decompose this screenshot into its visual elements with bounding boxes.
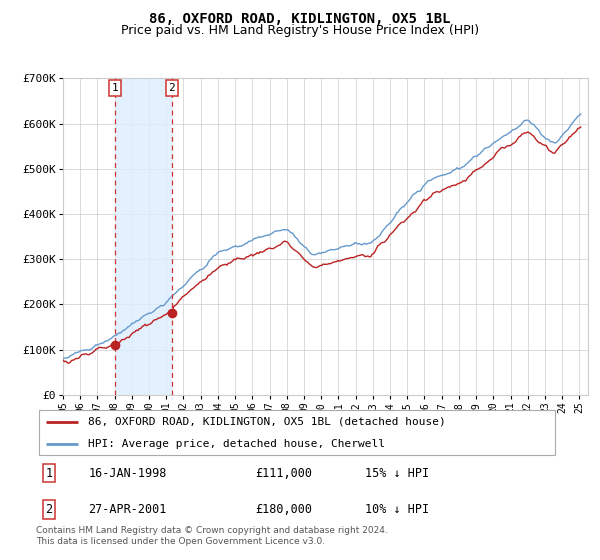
Text: 86, OXFORD ROAD, KIDLINGTON, OX5 1BL: 86, OXFORD ROAD, KIDLINGTON, OX5 1BL xyxy=(149,12,451,26)
Text: 2: 2 xyxy=(46,503,53,516)
Text: 10% ↓ HPI: 10% ↓ HPI xyxy=(365,503,429,516)
FancyBboxPatch shape xyxy=(38,410,556,455)
Text: 16-JAN-1998: 16-JAN-1998 xyxy=(88,467,167,480)
Text: 2: 2 xyxy=(169,83,175,93)
Text: £111,000: £111,000 xyxy=(255,467,312,480)
Text: 1: 1 xyxy=(112,83,119,93)
Text: 86, OXFORD ROAD, KIDLINGTON, OX5 1BL (detached house): 86, OXFORD ROAD, KIDLINGTON, OX5 1BL (de… xyxy=(88,417,446,427)
Text: 27-APR-2001: 27-APR-2001 xyxy=(88,503,167,516)
Text: HPI: Average price, detached house, Cherwell: HPI: Average price, detached house, Cher… xyxy=(88,438,385,449)
Bar xyxy=(115,78,172,395)
Text: 15% ↓ HPI: 15% ↓ HPI xyxy=(365,467,429,480)
Text: £180,000: £180,000 xyxy=(255,503,312,516)
Text: Price paid vs. HM Land Registry's House Price Index (HPI): Price paid vs. HM Land Registry's House … xyxy=(121,24,479,36)
Text: Contains HM Land Registry data © Crown copyright and database right 2024.
This d: Contains HM Land Registry data © Crown c… xyxy=(36,526,388,546)
Text: 1: 1 xyxy=(46,467,53,480)
